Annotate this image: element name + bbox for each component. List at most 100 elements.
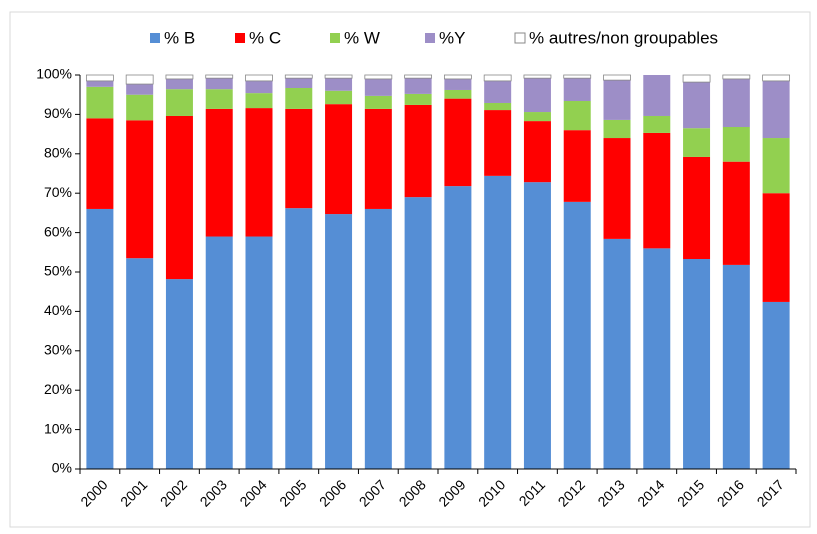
bar-segment xyxy=(404,78,432,94)
x-tick-label: 2000 xyxy=(77,476,110,509)
bar-segment xyxy=(762,74,791,82)
bar-segment xyxy=(523,78,551,113)
bar-segment xyxy=(722,78,750,128)
bar-segment xyxy=(86,86,114,119)
legend-label: % autres/non groupables xyxy=(529,28,718,47)
bar-segment xyxy=(86,118,114,209)
chart-frame xyxy=(9,11,811,528)
bar-segment xyxy=(523,112,551,122)
x-tick-label: 2002 xyxy=(157,476,190,509)
bar-segment xyxy=(285,108,313,209)
legend-swatch xyxy=(514,32,526,44)
bar-segment xyxy=(86,208,114,469)
x-tick-label: 2003 xyxy=(197,476,230,509)
bar-segment xyxy=(404,93,432,105)
y-tick-label: 60% xyxy=(44,223,72,239)
bar-segment xyxy=(245,236,273,469)
bar-segment xyxy=(245,108,273,237)
bar-segment xyxy=(603,138,631,239)
bar-segment xyxy=(643,132,671,249)
bar-segment xyxy=(603,74,631,81)
bar-segment xyxy=(205,74,234,79)
bar-segment xyxy=(683,82,711,129)
x-tick-label: 2013 xyxy=(594,476,627,509)
x-tick-label: 2009 xyxy=(435,476,468,509)
bar-segment xyxy=(404,74,433,79)
bar-segment xyxy=(126,84,154,95)
bar-segment xyxy=(523,74,552,79)
bar-segment xyxy=(762,301,790,469)
x-tick-label: 2008 xyxy=(396,476,429,509)
y-tick-label: 80% xyxy=(44,145,72,161)
bar-segment xyxy=(762,80,790,139)
bar-segment xyxy=(444,186,472,469)
bar-segment xyxy=(523,121,551,183)
bar-segment xyxy=(484,102,512,111)
bar-segment xyxy=(285,88,313,109)
x-tick-label: 2011 xyxy=(516,476,549,509)
bar-segment xyxy=(205,78,233,90)
bar-segment xyxy=(364,78,392,96)
bar-segment xyxy=(325,214,353,469)
bar-segment xyxy=(683,258,711,469)
bar-segment xyxy=(404,104,432,198)
bar-segment xyxy=(364,95,392,109)
bar-segment xyxy=(444,89,472,99)
bar-segment xyxy=(284,74,313,79)
bar-segment xyxy=(563,130,591,202)
bar-segment xyxy=(484,175,512,469)
bar-segment xyxy=(325,104,353,215)
bar-segment xyxy=(165,74,194,80)
bar-segment xyxy=(165,115,193,280)
bar-segment xyxy=(86,80,114,87)
bar-segment xyxy=(324,74,353,79)
legend-swatch xyxy=(330,33,340,43)
bar-segment xyxy=(165,78,193,90)
bar-segment xyxy=(85,74,114,82)
bar-segment xyxy=(245,80,273,94)
bar-segment xyxy=(643,115,671,133)
x-tick-label: 2006 xyxy=(316,476,349,509)
bar-segment xyxy=(443,74,472,80)
bar-segment xyxy=(245,74,273,82)
bar-segment xyxy=(603,238,631,469)
x-tick-label: 2005 xyxy=(276,476,309,509)
bar-segment xyxy=(483,74,512,82)
bar-segment xyxy=(205,108,233,237)
bar-segment xyxy=(682,74,711,83)
bar-segment xyxy=(722,127,750,162)
bar-segment xyxy=(444,78,472,90)
legend-swatch xyxy=(425,33,435,43)
y-tick-label: 70% xyxy=(44,184,72,200)
bar-segment xyxy=(126,120,154,259)
bar-segment xyxy=(125,74,154,85)
bar-segment xyxy=(484,110,512,176)
y-tick-label: 90% xyxy=(44,105,72,121)
y-tick-label: 10% xyxy=(44,420,72,436)
bar-segment xyxy=(762,138,790,194)
bar-segment xyxy=(126,258,154,469)
x-tick-label: 2001 xyxy=(117,476,150,509)
bar-segment xyxy=(722,74,751,80)
y-tick-label: 50% xyxy=(44,263,72,279)
bar-segment xyxy=(126,94,154,121)
x-tick-label: 2004 xyxy=(236,476,269,509)
bar-segment xyxy=(683,128,711,157)
bar-segment xyxy=(722,264,750,469)
legend-label: % B xyxy=(164,28,195,47)
y-tick-label: 0% xyxy=(52,460,72,476)
bar-segment xyxy=(563,201,591,470)
bar-segment xyxy=(643,75,671,116)
bar-segment xyxy=(325,78,353,91)
bar-segment xyxy=(484,80,512,103)
bar-segment xyxy=(404,197,432,469)
bar-segment xyxy=(285,78,313,89)
bar-segment xyxy=(722,161,750,265)
x-tick-label: 2015 xyxy=(674,476,707,509)
bar-segment xyxy=(165,279,193,469)
legend-label: %Y xyxy=(439,28,465,47)
legend-swatch xyxy=(235,33,245,43)
x-tick-label: 2017 xyxy=(754,476,787,509)
